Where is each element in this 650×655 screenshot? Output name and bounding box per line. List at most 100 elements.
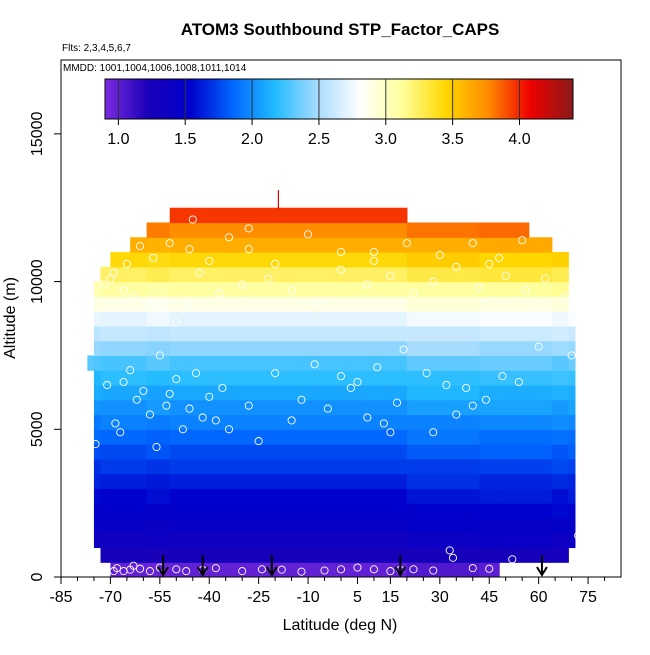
- field-cell: [568, 429, 576, 445]
- sample-point: [310, 360, 319, 369]
- field-cell: [130, 252, 148, 268]
- field-cell: [528, 444, 553, 460]
- sample-point: [182, 567, 191, 576]
- sample-point: [485, 564, 494, 573]
- field-cell: [258, 503, 408, 519]
- field-cell: [146, 325, 171, 342]
- field-cell: [551, 252, 569, 268]
- field-cell: [258, 237, 408, 253]
- field-cell: [479, 444, 500, 460]
- field-cell: [169, 517, 260, 534]
- sample-point: [271, 369, 280, 378]
- sample-point: [165, 239, 174, 248]
- sample-point: [238, 567, 247, 576]
- field-cell: [499, 222, 530, 238]
- x-tick-label: 30: [431, 589, 449, 606]
- field-cell: [93, 399, 102, 416]
- field-cell: [528, 281, 553, 297]
- field-cell: [93, 458, 102, 475]
- field-cell: [93, 384, 102, 401]
- sample-point: [122, 259, 131, 268]
- field-cell: [100, 517, 112, 534]
- x-tick-label: -40: [198, 589, 221, 606]
- sample-point: [99, 280, 108, 289]
- sample-point: [132, 395, 141, 404]
- flight-marker-head: [157, 566, 169, 577]
- sample-point: [178, 425, 187, 434]
- field-cell: [169, 547, 260, 563]
- sample-point: [462, 383, 471, 392]
- field-cell: [169, 311, 260, 327]
- field-cell: [551, 370, 569, 386]
- field-cell: [169, 222, 260, 238]
- sample-point: [136, 564, 145, 573]
- field-cell: [258, 547, 408, 563]
- field-cell: [100, 340, 112, 357]
- field-cell: [100, 458, 112, 475]
- field-cell: [568, 444, 576, 460]
- sample-point: [468, 564, 477, 573]
- flight-markers: [157, 189, 548, 577]
- field-cell: [528, 266, 553, 283]
- sample-point: [129, 561, 138, 570]
- field-cell: [406, 384, 480, 401]
- sample-point: [422, 206, 431, 215]
- sample-point: [435, 250, 444, 260]
- sample-point: [429, 566, 438, 575]
- colorbar-tick-label: 2.5: [308, 131, 330, 148]
- sample-point: [126, 366, 135, 375]
- field-cell: [568, 355, 576, 371]
- x-axis-label: Latitude (deg N): [283, 617, 398, 634]
- field-cell: [100, 488, 112, 504]
- sample-point: [429, 277, 438, 286]
- field-cell: [93, 444, 102, 460]
- field-cell: [528, 252, 553, 268]
- field-cell: [528, 517, 553, 534]
- field-cell: [479, 488, 500, 504]
- x-tick-label: 15: [382, 589, 400, 606]
- colorbar-tick-label: 4.0: [508, 131, 530, 148]
- sample-point: [145, 410, 154, 419]
- sample-point: [514, 377, 523, 387]
- flight-marker-head: [394, 566, 407, 577]
- sample-point: [560, 292, 570, 301]
- field-cell: [568, 488, 576, 504]
- sample-point: [445, 546, 454, 555]
- field-cell: [110, 503, 131, 519]
- field-cell: [551, 547, 569, 563]
- field-cell: [479, 222, 500, 238]
- field-cell: [130, 473, 148, 489]
- field-cell: [406, 532, 480, 549]
- sample-point: [541, 221, 550, 230]
- field-cell: [100, 355, 112, 371]
- sample-point: [172, 565, 181, 574]
- field-cell: [551, 429, 569, 445]
- field-cell: [551, 296, 569, 312]
- field-cell: [258, 458, 408, 475]
- sample-point: [402, 239, 411, 248]
- y-tick-label: 10000: [29, 259, 46, 304]
- field-cell: [130, 517, 148, 534]
- x-tick-label: -70: [99, 589, 122, 606]
- field-cell: [551, 325, 569, 342]
- field-cell: [479, 532, 500, 549]
- field-cell: [528, 532, 553, 549]
- field-cell: [100, 266, 112, 283]
- field-cell: [258, 281, 408, 297]
- field-cell: [110, 311, 131, 327]
- field-cell: [146, 370, 171, 386]
- field-cell: [528, 384, 553, 401]
- sample-point: [103, 380, 112, 390]
- field-cell: [258, 296, 408, 312]
- sample-point: [145, 567, 154, 576]
- field-cell: [146, 458, 171, 475]
- field-cell: [528, 355, 553, 371]
- field-cell: [551, 311, 569, 327]
- field-cell: [528, 296, 553, 312]
- field-cell: [130, 281, 148, 297]
- sample-point: [264, 274, 273, 283]
- y-axis: 0 5000 10000 15000: [29, 112, 61, 581]
- field-cell: [169, 266, 260, 283]
- sample-point: [336, 565, 346, 574]
- field-cell: [110, 444, 131, 460]
